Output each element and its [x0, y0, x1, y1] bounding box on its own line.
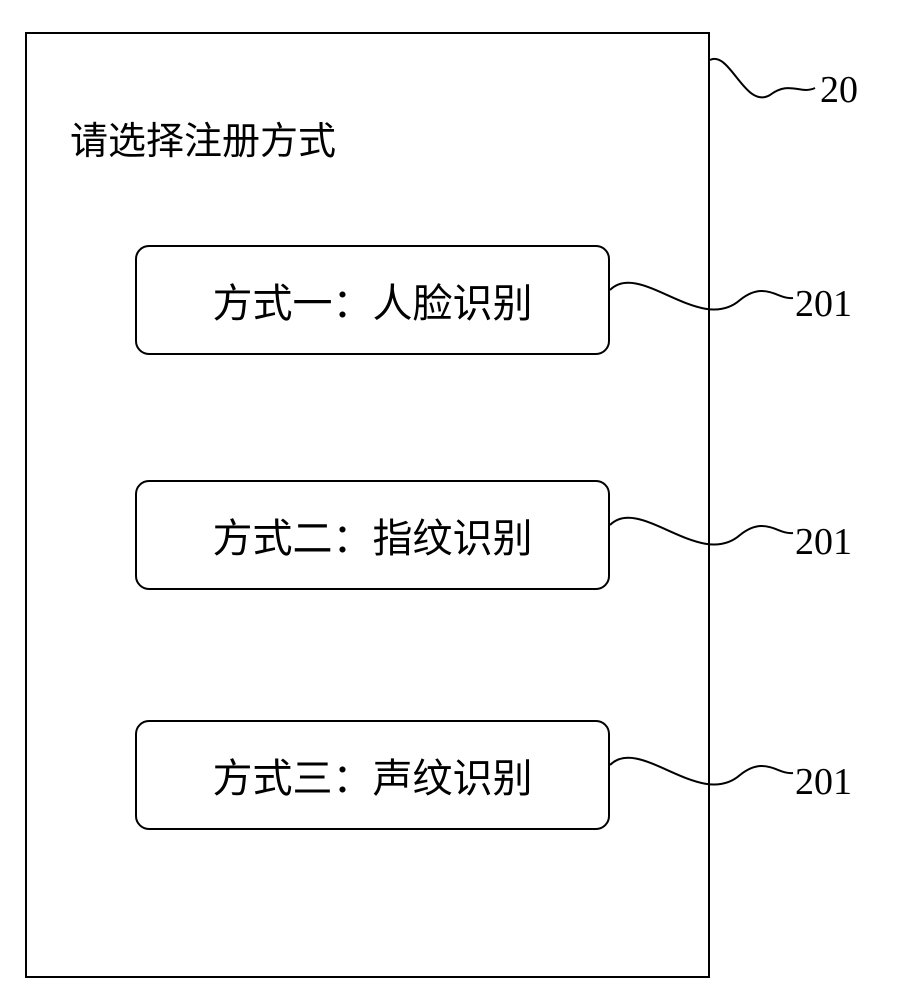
ref-label-option-1: 201 — [795, 282, 852, 326]
ref-label-panel: 20 — [820, 68, 858, 112]
ref-label-option-2: 201 — [795, 520, 852, 564]
ref-label-option-3: 201 — [795, 760, 852, 804]
leader-lines — [0, 0, 901, 1000]
